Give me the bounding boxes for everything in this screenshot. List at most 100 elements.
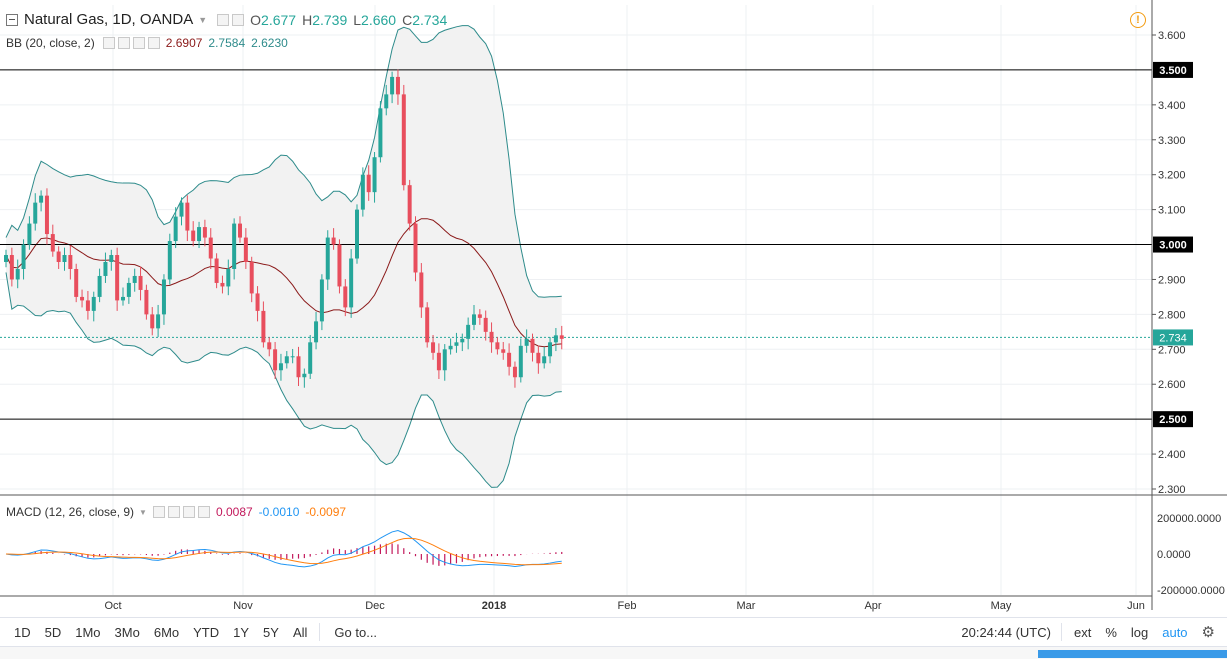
- candle-body: [185, 202, 190, 231]
- candle-body: [167, 241, 172, 280]
- candle-body: [559, 335, 564, 339]
- candle-body: [261, 310, 266, 343]
- percent-toggle[interactable]: %: [1105, 624, 1117, 640]
- range-all[interactable]: All: [292, 624, 308, 640]
- dropdown-icon[interactable]: ▼: [139, 507, 147, 517]
- candle-body: [302, 373, 307, 378]
- candle-body: [477, 314, 482, 318]
- candle-body: [372, 157, 377, 193]
- candle-body: [27, 223, 32, 245]
- candle-body: [249, 262, 254, 294]
- range-1y[interactable]: 1Y: [233, 624, 250, 640]
- eye-icon[interactable]: [152, 506, 165, 518]
- symbol-title[interactable]: Natural Gas, 1D, OANDA: [24, 11, 194, 28]
- bb-basis-value: 2.6907: [165, 36, 203, 50]
- macd-value: -0.0010: [258, 505, 300, 519]
- time-tick-label: Dec: [365, 600, 385, 612]
- candle-body: [255, 293, 260, 311]
- candle-body: [401, 94, 406, 186]
- range-1mo[interactable]: 1Mo: [75, 624, 101, 640]
- level-label-bg: [1153, 61, 1193, 78]
- macd-legend-name[interactable]: MACD (12, 26, close, 9): [6, 505, 135, 519]
- candle-body: [214, 258, 219, 283]
- candle-body: [524, 338, 529, 346]
- log-toggle[interactable]: log: [1130, 624, 1149, 640]
- candle-body: [343, 286, 348, 308]
- range-3mo[interactable]: 3Mo: [114, 624, 140, 640]
- candle-body: [9, 255, 14, 280]
- candle-body: [407, 185, 412, 224]
- price-tick-label: 2.900: [1158, 274, 1186, 286]
- last-price-label-bg: [1153, 329, 1193, 346]
- candle-body: [39, 195, 44, 203]
- candle-body: [232, 223, 237, 269]
- toolbar-right: 20:24:44 (UTC) ext % log auto ⚙: [961, 618, 1227, 646]
- bb-lower-value: 2.6230: [251, 36, 288, 50]
- eye-icon[interactable]: [217, 13, 230, 26]
- candle-body: [431, 342, 436, 353]
- candle-body: [395, 76, 400, 95]
- chart-area[interactable]: 3.500 3.000 2.500 2.734 3.600 3.400 3.300 3.20…: [0, 0, 1227, 617]
- candle-body: [156, 314, 161, 329]
- warning-icon[interactable]: !: [1130, 12, 1146, 28]
- close-icon[interactable]: [147, 37, 160, 49]
- signal-line: [5, 537, 562, 566]
- range-5y[interactable]: 5Y: [263, 624, 279, 640]
- candle-body: [197, 227, 202, 242]
- candle-body: [284, 356, 289, 364]
- collapse-icon[interactable]: [6, 13, 18, 26]
- candle-body: [378, 108, 383, 158]
- candle-body: [337, 244, 342, 287]
- bb-legend-name[interactable]: BB (20, close, 2): [6, 36, 95, 50]
- range-6mo[interactable]: 6Mo: [153, 624, 180, 640]
- ext-toggle[interactable]: ext: [1073, 624, 1092, 640]
- candle-body: [466, 324, 471, 339]
- gear-icon[interactable]: [232, 13, 245, 26]
- high-value: 2.739: [312, 11, 348, 28]
- clock-time[interactable]: 20:24:44 (UTC): [961, 624, 1051, 640]
- gear-icon[interactable]: ⚙: [1201, 624, 1215, 641]
- time-tick-label: Oct: [104, 600, 121, 612]
- bb-fill: [6, 25, 562, 488]
- bb-legend: BB (20, close, 2) 2.6907 2.7584 2.6230: [6, 36, 288, 50]
- close-icon[interactable]: [197, 506, 210, 518]
- candle-body: [109, 255, 114, 262]
- gear-icon[interactable]: [117, 37, 130, 49]
- candle-body: [21, 244, 26, 269]
- range-ytd[interactable]: YTD: [193, 624, 220, 640]
- candle-body: [436, 352, 441, 371]
- range-5d[interactable]: 5D: [44, 624, 62, 640]
- candle-body: [413, 223, 418, 273]
- candle-body: [278, 363, 283, 371]
- candle-body: [4, 255, 8, 262]
- symbol-dropdown-icon[interactable]: ▼: [198, 14, 208, 25]
- candle-body: [495, 342, 500, 350]
- bottom-strip: [0, 646, 1227, 659]
- close-label: C: [402, 11, 413, 28]
- gear-icon[interactable]: [167, 506, 180, 518]
- range-1d[interactable]: 1D: [14, 624, 31, 640]
- candle-body: [366, 174, 371, 193]
- bollinger-bands: [5, 25, 562, 488]
- candle-body: [548, 342, 553, 357]
- goto-button[interactable]: Go to...: [334, 624, 378, 640]
- auto-toggle[interactable]: auto: [1162, 624, 1188, 640]
- candle-body: [97, 275, 102, 297]
- more-icon[interactable]: [182, 506, 195, 518]
- candle-body: [454, 342, 459, 346]
- level-label-bg: [1153, 411, 1193, 428]
- more-icon[interactable]: [132, 37, 145, 49]
- candle-body: [238, 223, 242, 238]
- candle-body: [319, 279, 324, 322]
- candle-body: [267, 342, 272, 350]
- candle-body: [296, 356, 301, 378]
- candlestick-series: [4, 69, 564, 388]
- candle-body: [518, 345, 523, 378]
- candle-body: [33, 202, 38, 224]
- candle-body: [243, 237, 248, 262]
- axes: 3.600 3.400 3.300 3.200 3.100 2.900 2.800 2.700…: [0, 0, 1227, 612]
- horizontal-levels[interactable]: 3.500 3.000 2.500 2.734: [0, 61, 1193, 428]
- eye-icon[interactable]: [102, 37, 115, 49]
- candle-body: [501, 349, 506, 353]
- candle-body: [308, 342, 313, 374]
